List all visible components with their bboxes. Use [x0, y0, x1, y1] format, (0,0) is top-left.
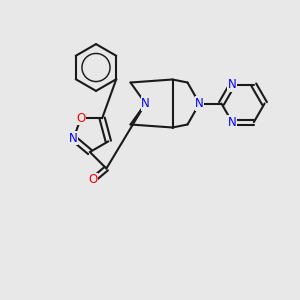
Text: N: N — [228, 78, 237, 91]
Text: O: O — [88, 173, 98, 186]
Text: N: N — [195, 97, 204, 110]
Text: O: O — [76, 112, 86, 125]
Text: N: N — [228, 116, 237, 129]
Text: N: N — [69, 132, 78, 145]
Text: N: N — [141, 97, 150, 110]
